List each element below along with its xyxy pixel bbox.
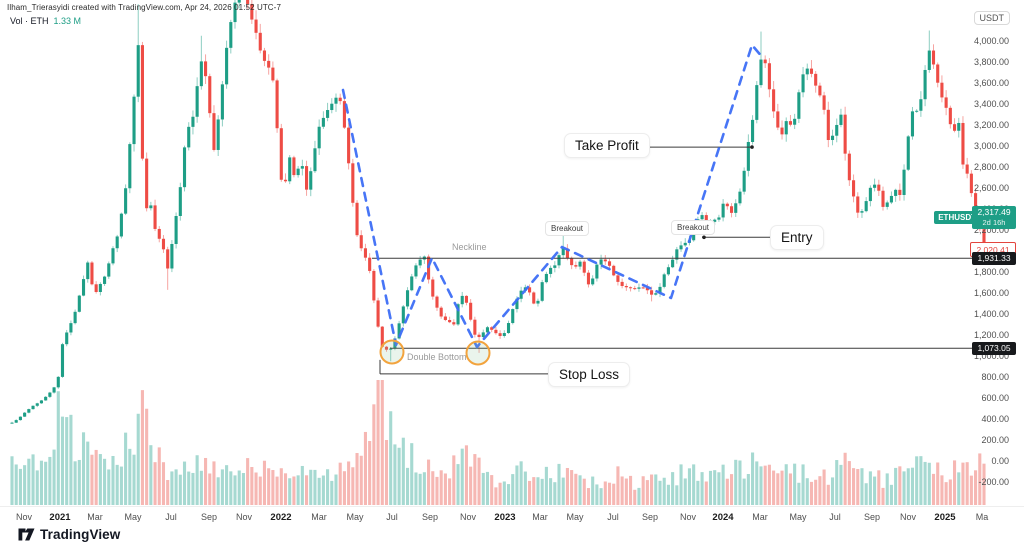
price-tick: 600.00 bbox=[981, 393, 1009, 403]
time-tick-month: Jul bbox=[607, 512, 619, 522]
time-tick-month: Nov bbox=[15, 512, 33, 522]
price-tick: 800.00 bbox=[981, 372, 1009, 382]
time-scale[interactable]: Nov 2021 Mar May Jul Sep Nov 2022 Mar May Jul Sep No… bbox=[0, 506, 1024, 529]
tradingview-logo[interactable]: TradingView bbox=[18, 527, 120, 542]
price-tick: 0.00 bbox=[991, 456, 1009, 466]
price-tick: 2,800.00 bbox=[973, 162, 1009, 172]
stop-loss-label[interactable]: Stop Loss bbox=[548, 362, 631, 387]
price-tick: 1,800.00 bbox=[973, 267, 1009, 277]
entry-label[interactable]: Entry bbox=[770, 225, 824, 250]
price-tick: 4,000.00 bbox=[973, 36, 1009, 46]
price-tick: 3,600.00 bbox=[973, 78, 1009, 88]
time-tick-year: 2022 bbox=[270, 512, 292, 523]
breakout-label-1[interactable]: Breakout bbox=[545, 221, 590, 236]
price-tick: 3,000.00 bbox=[973, 141, 1009, 151]
price-tick: 2,600.00 bbox=[973, 183, 1009, 193]
last-price-badge: 2,317.49 2d 16h bbox=[972, 205, 1016, 229]
time-tick-year: 2024 bbox=[712, 512, 734, 523]
take-profit-label[interactable]: Take Profit bbox=[564, 133, 650, 158]
time-tick-month: May bbox=[566, 512, 584, 522]
price-tick: 400.00 bbox=[981, 414, 1009, 424]
time-tick-month: Jul bbox=[165, 512, 177, 522]
time-tick-month: Sep bbox=[200, 512, 218, 522]
price-tick: 1,400.00 bbox=[973, 309, 1009, 319]
symbol-chip: ETHUSDT bbox=[934, 211, 980, 225]
time-tick-month: Nov bbox=[459, 512, 477, 522]
time-tick-year: 2025 bbox=[934, 512, 956, 523]
time-tick-year: 2021 bbox=[49, 512, 71, 523]
price-tick: 1,000.00 bbox=[973, 351, 1009, 361]
price-scale-currency: USDT bbox=[973, 11, 1010, 25]
price-tick: 3,400.00 bbox=[973, 99, 1009, 109]
time-tick-month: Mar bbox=[752, 512, 768, 522]
tradingview-logo-text: TradingView bbox=[40, 527, 121, 542]
neckline-price-badge: 1,931.33 bbox=[972, 251, 1016, 265]
breakout-label-2[interactable]: Breakout bbox=[671, 220, 716, 235]
time-tick-month: Ma bbox=[975, 512, 989, 522]
price-tick: 1,600.00 bbox=[973, 288, 1009, 298]
double-bottom-text[interactable]: Double Bottom bbox=[407, 352, 467, 362]
volume-legend-value: 1.33 M bbox=[53, 16, 82, 26]
time-tick-month: Sep bbox=[421, 512, 439, 522]
time-tick-month: Sep bbox=[641, 512, 659, 522]
last-price-value: 2,317.49 bbox=[977, 207, 1011, 218]
time-tick-month: Mar bbox=[311, 512, 327, 522]
time-tick-month: Jul bbox=[829, 512, 841, 522]
time-tick-month: May bbox=[789, 512, 807, 522]
neckline-text[interactable]: Neckline bbox=[452, 242, 487, 252]
price-tick: 3,800.00 bbox=[973, 57, 1009, 67]
time-tick-year: 2023 bbox=[494, 512, 516, 523]
volume-legend[interactable]: Vol · ETH 1.33 M bbox=[10, 16, 81, 26]
price-tick: 200.00 bbox=[981, 435, 1009, 445]
tradingview-logo-icon bbox=[18, 528, 35, 541]
time-tick-month: Nov bbox=[679, 512, 697, 522]
time-tick-month: Nov bbox=[235, 512, 253, 522]
price-tick: -200.00 bbox=[978, 477, 1009, 487]
price-tick: 2,200.00 bbox=[973, 225, 1009, 235]
time-tick-month: Mar bbox=[532, 512, 548, 522]
time-tick-month: May bbox=[346, 512, 364, 522]
price-tick: 3,200.00 bbox=[973, 120, 1009, 130]
time-tick-month: May bbox=[124, 512, 142, 522]
time-tick-month: Sep bbox=[863, 512, 881, 522]
volume-legend-label: Vol · ETH bbox=[10, 16, 49, 26]
bar-countdown: 2d 16h bbox=[982, 217, 1006, 227]
time-tick-month: Nov bbox=[899, 512, 917, 522]
time-tick-month: Jul bbox=[386, 512, 398, 522]
price-tick: 1,200.00 bbox=[973, 330, 1009, 340]
bottom-price-badge: 1,073.05 bbox=[972, 341, 1016, 355]
time-tick-month: Mar bbox=[87, 512, 103, 522]
watermark-credit: Ilham_Trierasyidi created with TradingVi… bbox=[7, 3, 281, 12]
price-scale[interactable]: USDT 4,000.00 3,800.00 3,600.00 3,400.00 3,2… bbox=[934, 0, 1024, 506]
